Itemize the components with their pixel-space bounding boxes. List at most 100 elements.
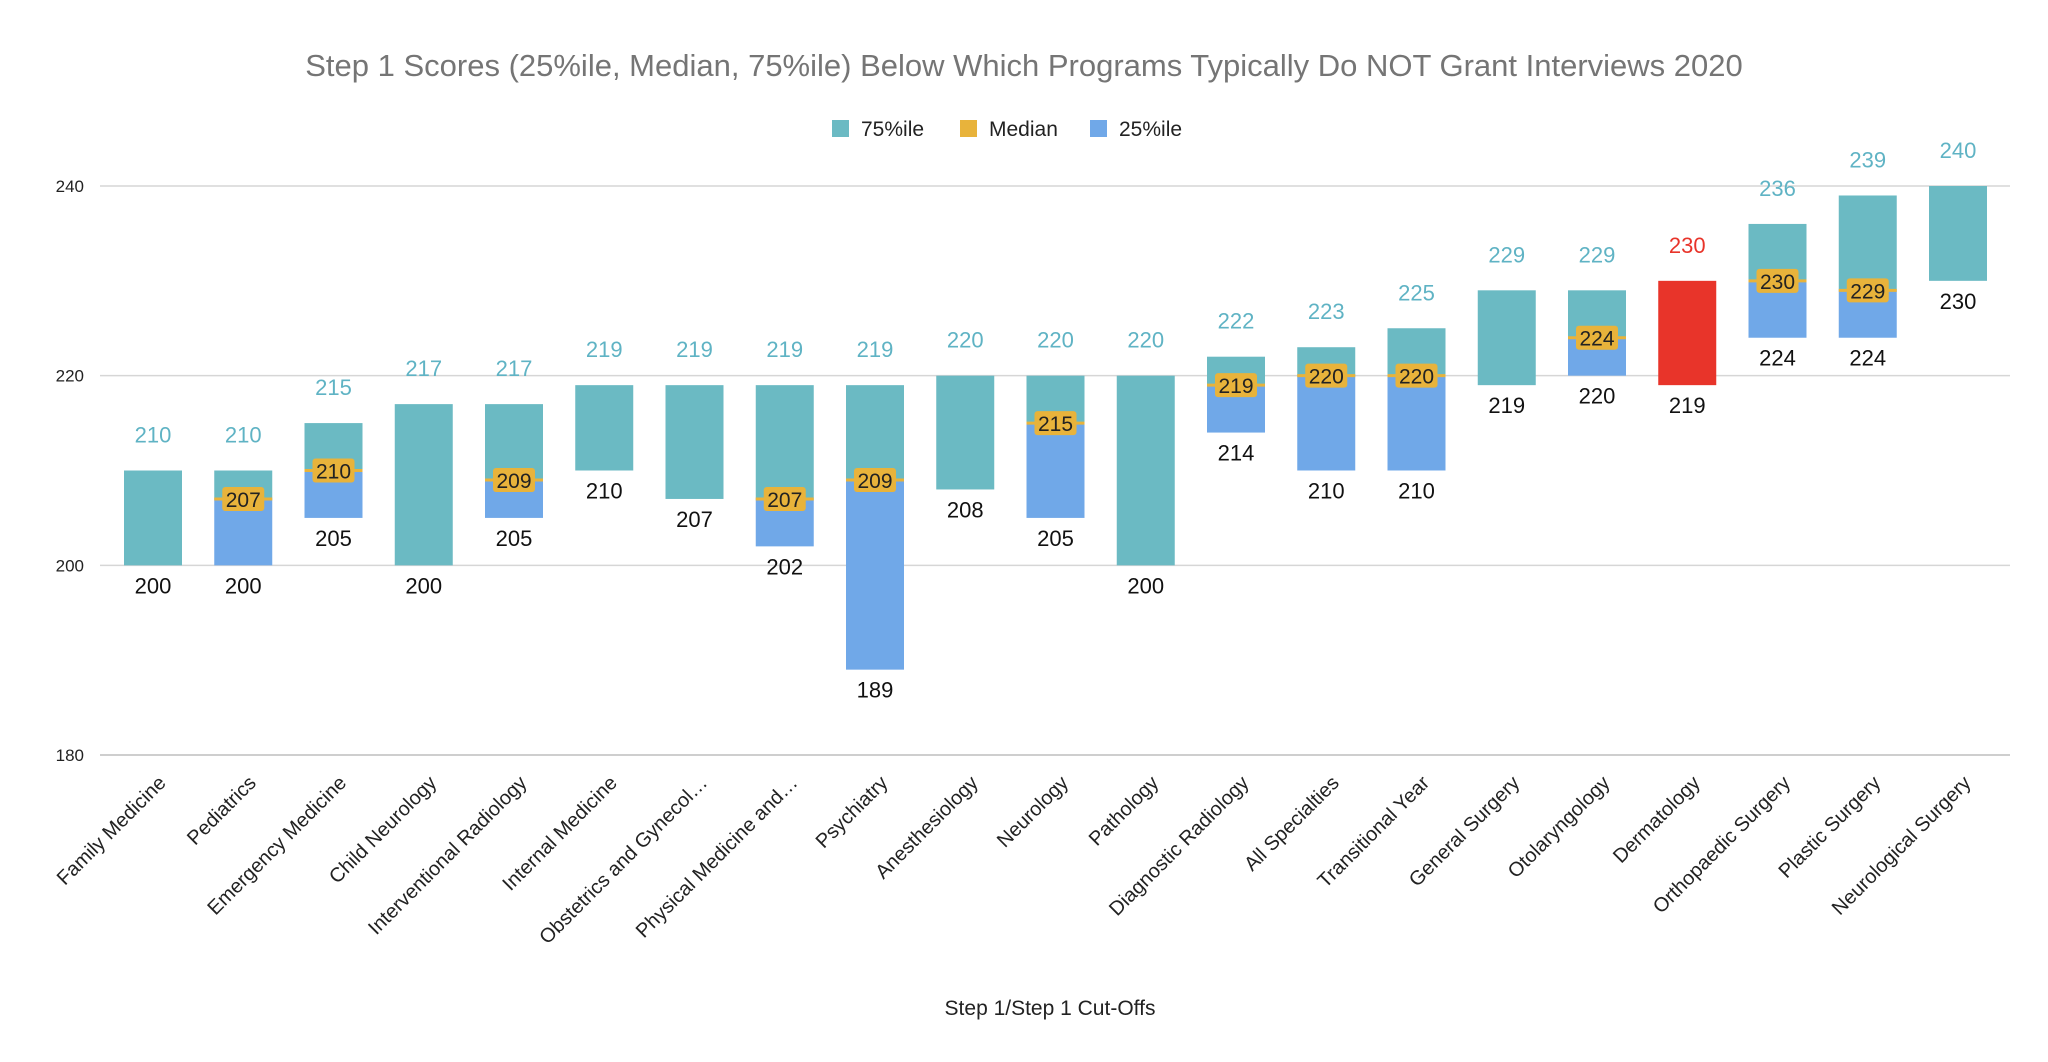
label-25: 202 (766, 554, 803, 579)
bar-highlight (1658, 280, 1717, 386)
legend-label: Median (989, 118, 1058, 141)
label-25: 205 (496, 526, 533, 551)
label-75: 215 (315, 375, 352, 400)
label-25: 205 (1037, 526, 1074, 551)
label-75: 219 (676, 337, 713, 362)
median-label-bg (854, 467, 896, 492)
label-25: 220 (1579, 384, 1616, 409)
chart-title: Step 1 Scores (25%ile, Median, 75%ile) B… (305, 48, 1743, 83)
label-25: 189 (857, 678, 894, 703)
bar-segment-75 (1838, 195, 1897, 291)
label-75: 217 (496, 356, 533, 381)
legend-label: 75%ile (861, 118, 924, 141)
bar-segment-75 (846, 385, 904, 480)
legend-label: 25%ile (1119, 118, 1182, 141)
legend: 75%ile Median 25%ile (832, 118, 1182, 141)
label-25: 230 (1940, 289, 1977, 314)
label-median: 210 (316, 461, 351, 484)
x-tick-label: Pediatrics (183, 772, 261, 850)
label-median: 219 (1218, 375, 1253, 398)
bar-segment-75 (665, 385, 724, 499)
y-axis: 180 200 220 240 (56, 177, 84, 765)
label-median: 230 (1760, 271, 1795, 294)
bar-segment-25 (1026, 423, 1085, 518)
bar-segment-75 (755, 385, 814, 499)
y-tick-label: 200 (56, 556, 84, 575)
label-75: 210 (225, 423, 262, 448)
label-25: 219 (1669, 393, 1706, 418)
label-25: 205 (315, 526, 352, 551)
label-75: 229 (1488, 242, 1525, 267)
x-tick-label: Psychiatry (812, 772, 893, 853)
bar-segment-75 (575, 385, 634, 471)
label-75: 220 (947, 328, 984, 353)
bar-segment-25 (846, 479, 904, 670)
label-25: 200 (1127, 573, 1164, 598)
label-25: 207 (676, 507, 713, 532)
label-25: 224 (1759, 346, 1796, 371)
label-median: 220 (1399, 366, 1434, 389)
label-25: 210 (1398, 479, 1435, 504)
bar-segment-25 (1297, 375, 1356, 471)
x-tick-label: All Specialties (1240, 772, 1344, 876)
label-75: 239 (1849, 147, 1886, 172)
x-axis-label: Step 1/Step 1 Cut-Offs (945, 997, 1156, 1020)
label-75: 230 (1669, 233, 1706, 258)
x-tick-label: Interventional Radiology (364, 772, 531, 939)
label-75: 210 (135, 423, 172, 448)
label-median: 229 (1850, 280, 1885, 303)
median-label-bg (1395, 363, 1438, 388)
label-75: 219 (857, 337, 894, 362)
label-median: 209 (496, 470, 531, 493)
median-label-bg (1756, 268, 1799, 293)
label-75: 219 (586, 337, 623, 362)
bar-segment-75 (124, 470, 182, 566)
label-25: 214 (1218, 441, 1255, 466)
bar-segment-75 (936, 375, 995, 490)
label-25: 200 (225, 573, 262, 598)
legend-swatch (832, 120, 849, 137)
label-25: 224 (1849, 346, 1886, 371)
legend-swatch (1090, 120, 1107, 137)
y-tick-label: 240 (56, 177, 84, 196)
median-label-bg (1576, 325, 1618, 350)
bar-segment-75 (1477, 290, 1536, 386)
label-median: 224 (1579, 328, 1614, 351)
label-25: 200 (405, 573, 442, 598)
x-tick-label: Dermatology (1609, 772, 1705, 868)
label-75: 220 (1037, 328, 1074, 353)
label-25: 210 (586, 479, 623, 504)
label-median: 215 (1038, 413, 1073, 436)
label-75: 219 (766, 337, 803, 362)
label-75: 220 (1127, 328, 1164, 353)
median-label-bg (1305, 363, 1348, 388)
x-tick-label: Neurology (993, 772, 1073, 852)
median-label-bg (1034, 411, 1077, 436)
label-median: 220 (1309, 366, 1344, 389)
median-label-bg (763, 486, 806, 511)
bar-segment-75 (394, 404, 453, 566)
label-median: 209 (857, 470, 892, 493)
data-labels: 210 200 210 200 207 215 205 210 217 200 217 205 209 2… (135, 138, 1977, 703)
label-75: 240 (1940, 138, 1977, 163)
x-tick-label: Pathology (1085, 772, 1163, 850)
label-25: 208 (947, 497, 984, 522)
label-75: 222 (1218, 309, 1255, 334)
label-median: 207 (226, 489, 261, 512)
label-75: 225 (1398, 280, 1435, 305)
x-tick-label: Physical Medicine and… (632, 772, 802, 942)
median-label-bg (312, 458, 355, 483)
label-25: 219 (1488, 393, 1525, 418)
label-median: 207 (767, 489, 802, 512)
label-75: 236 (1759, 176, 1796, 201)
bar-segment-75 (1929, 186, 1987, 281)
median-label-bg (1846, 278, 1889, 303)
x-tick-label: Family Medicine (53, 772, 171, 890)
median-label-bg (222, 486, 265, 511)
x-tick-label: Obstetrics and Gynecol… (535, 772, 712, 949)
label-75: 217 (405, 356, 442, 381)
median-label-bg (1215, 373, 1257, 398)
